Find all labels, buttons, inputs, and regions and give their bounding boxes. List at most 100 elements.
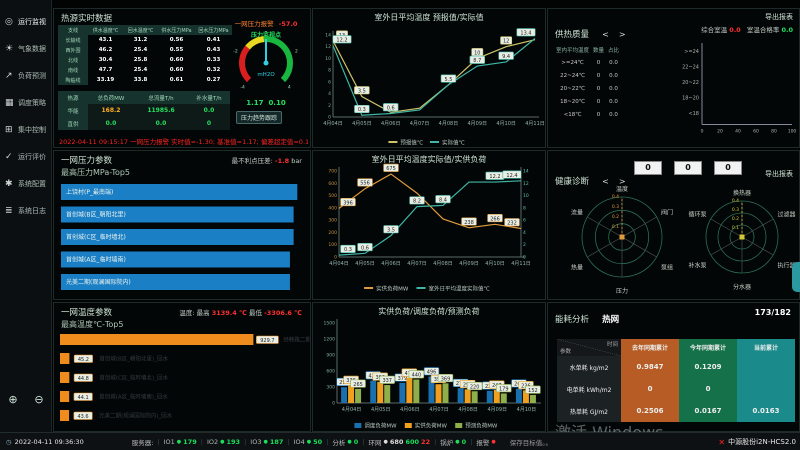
branch-value: 0.32 (206, 67, 221, 73)
log-icon: ≣ (5, 206, 13, 216)
svg-text:首创城(A区_临时墙南): 首创城(A区_临时墙南) (66, 256, 126, 264)
svg-text:300: 300 (326, 385, 335, 391)
svg-text:300: 300 (328, 218, 337, 224)
svg-text:泵组: 泵组 (661, 264, 673, 272)
panel-temperature: 一网温度参数 温度: 最高 3139.4 ℃ 最低 -3306.6 ℃ 最高温度… (53, 302, 362, 432)
quality-pager-next[interactable]: > (618, 30, 628, 39)
chart-title-load-temp: 室外日平均温度实际值/实供负荷 (371, 155, 487, 164)
svg-text:80: 80 (771, 129, 777, 135)
collapse-icon[interactable]: ⊖ (34, 393, 44, 406)
sidebar-item-forecast[interactable]: ↗ 负荷预测 (0, 66, 51, 86)
svg-text:实供负荷MW: 实供负荷MW (376, 285, 409, 293)
svg-text:22~24: 22~24 (682, 65, 699, 71)
sidebar-item-config[interactable]: ✱ 系统配置 (0, 174, 51, 194)
energy-value (737, 378, 795, 400)
energy-value: 0.0167 (679, 400, 737, 422)
svg-text:预报值℃: 预报值℃ (400, 139, 423, 147)
panel-title-energy: 能耗分析 (555, 315, 590, 325)
svg-text:0: 0 (265, 31, 268, 34)
svg-text:4: 4 (523, 230, 526, 236)
svg-text:4: 4 (328, 91, 331, 97)
svg-text:9.4: 9.4 (502, 54, 510, 60)
svg-text:4月06日: 4月06日 (381, 261, 401, 267)
svg-text:45.2: 45.2 (78, 357, 89, 363)
svg-text:4月11日: 4月11日 (511, 261, 531, 267)
svg-text:100: 100 (788, 129, 797, 135)
svg-text:44.1: 44.1 (78, 395, 89, 401)
svg-text:400: 400 (328, 205, 337, 211)
quality-cell: 20~22℃ (560, 85, 585, 92)
svg-text:12.2: 12.2 (489, 174, 500, 180)
quality-cell: 0.0 (609, 98, 618, 105)
energy-row-label: 电单耗 kWh/m2 (557, 378, 621, 400)
sidebar-item-weather[interactable]: ☀ 气象数据 (0, 39, 51, 59)
sidebar-item-strategy[interactable]: ▦ 调度策略 (0, 93, 51, 113)
globe-icon[interactable]: ⊕ (8, 393, 18, 406)
status-item: IO2 ● 193 (206, 437, 241, 446)
svg-text:-2: -2 (233, 48, 238, 54)
quality-cell: 18~20℃ (560, 98, 585, 105)
export-report-link-quality[interactable]: 导出报表 (765, 13, 793, 21)
sidebar-item-evaluate[interactable]: ✓ 运行评价 (0, 147, 51, 167)
panel-title-pressure: 一网压力参数 (61, 156, 113, 166)
svg-text:调度负荷MW: 调度负荷MW (364, 422, 397, 430)
chart-title-forecast: 室外日平均温度 预报值/实际值 (374, 13, 484, 22)
svg-text:4月07日: 4月07日 (429, 407, 449, 413)
status-bar: ◷ 2022-04-11 09:36:30 服务器: | IO1 ● 179 | IO2 ● 1… (0, 432, 800, 450)
svg-text:600: 600 (326, 369, 335, 375)
sidebar-item-monitor[interactable]: ◎ 运行监视 (0, 12, 51, 32)
status-indicator-dot: ● (263, 438, 268, 445)
sidebar-item-control[interactable]: ⊞ 集中控制 (0, 120, 51, 140)
drawer-handle[interactable] (792, 262, 800, 292)
svg-text:12: 12 (523, 181, 529, 187)
energy-value: 0.9847 (621, 356, 679, 378)
quality-cell: 0.0 (609, 111, 618, 118)
status-item: 服务器: (131, 438, 154, 447)
svg-text:6: 6 (523, 218, 526, 224)
health-pager-next[interactable]: > (618, 177, 628, 186)
status-datetime: 2022-04-11 09:36:30 (14, 437, 84, 446)
health-pager-prev[interactable]: < (602, 177, 611, 186)
panel-energy: 能耗分析 热网 173/182 时间 参数 去年同期累计 今年同期累计 当前累计 水单耗 … (547, 302, 800, 432)
panel-load-temp: 室外日平均温度实际值/实供负荷 0 100 200 300 400 500 600 700 0 2… (312, 150, 546, 300)
sidebar-item-label: 系统配置 (18, 180, 46, 188)
status-indicator-dot: ● (347, 438, 352, 445)
chart-title-temp-top5: 最高温度℃-Top5 (61, 320, 124, 329)
svg-text:循环泵: 循环泵 (688, 211, 706, 219)
pressure-trend-button[interactable]: 压力趋势跟踪 (236, 111, 283, 124)
svg-text:500: 500 (328, 193, 337, 199)
source-value: 0.0 (188, 104, 230, 117)
quality-cell: 0 (596, 111, 601, 118)
svg-text:室外日平均温度实际值℃: 室外日平均温度实际值℃ (429, 285, 490, 293)
svg-text:2: 2 (523, 242, 526, 248)
svg-text:4月08日: 4月08日 (458, 407, 478, 413)
svg-text:5.5: 5.5 (444, 77, 452, 83)
pressure-top5-chart: 上饶村(P_最南端) 首创城(B区_朝阳北里) 首创城(C区_临时墙北) 首创城(A区… (56, 181, 310, 303)
status-item: 锅炉 ● 0 (440, 437, 467, 447)
svg-text:100: 100 (328, 242, 337, 248)
svg-text:265: 265 (353, 382, 363, 388)
gauge-alarm-value: -57.0 (278, 20, 298, 28)
sidebar-item-log[interactable]: ≣ 系统日志 (0, 201, 51, 221)
svg-text:8: 8 (523, 205, 526, 211)
panel-title-quality: 供热质量 (555, 30, 590, 40)
svg-text:152: 152 (528, 388, 538, 394)
svg-text:60: 60 (753, 129, 759, 135)
gauge-point-label: 压力监视点 (250, 32, 281, 39)
svg-text:0: 0 (328, 115, 331, 121)
svg-text:4月09日: 4月09日 (459, 261, 479, 267)
export-report-link-health[interactable]: 导出报表 (765, 170, 793, 178)
branch-value: 30.4 (98, 57, 113, 63)
svg-text:首创城(C区_临时墙北): 首创城(C区_临时墙北) (66, 233, 126, 241)
weather-icon: ☀ (5, 44, 14, 54)
quality-cell: <18℃ (563, 111, 582, 118)
gauge-alarm-label: 一网压力报警 (234, 20, 274, 28)
svg-text:4月05日: 4月05日 (355, 261, 375, 267)
svg-text:4月05日: 4月05日 (352, 121, 372, 127)
branch-value: 0.55 (169, 47, 184, 53)
quality-pager-prev[interactable]: < (602, 30, 611, 39)
energy-table: 时间 参数 去年同期累计 今年同期累计 当前累计 水单耗 kg/m2 0.9847 0.120… (557, 339, 795, 422)
svg-text:4月09日: 4月09日 (488, 407, 508, 413)
svg-text:44.8: 44.8 (78, 376, 89, 382)
